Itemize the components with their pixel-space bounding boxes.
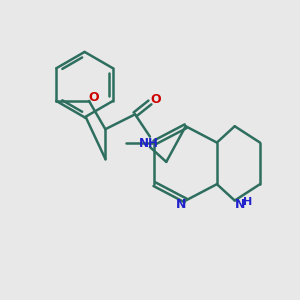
Text: N: N: [176, 199, 186, 212]
Text: O: O: [88, 92, 99, 104]
Text: H: H: [244, 197, 253, 207]
Text: O: O: [151, 93, 161, 106]
Text: N: N: [235, 199, 245, 212]
Text: NH: NH: [139, 137, 158, 150]
